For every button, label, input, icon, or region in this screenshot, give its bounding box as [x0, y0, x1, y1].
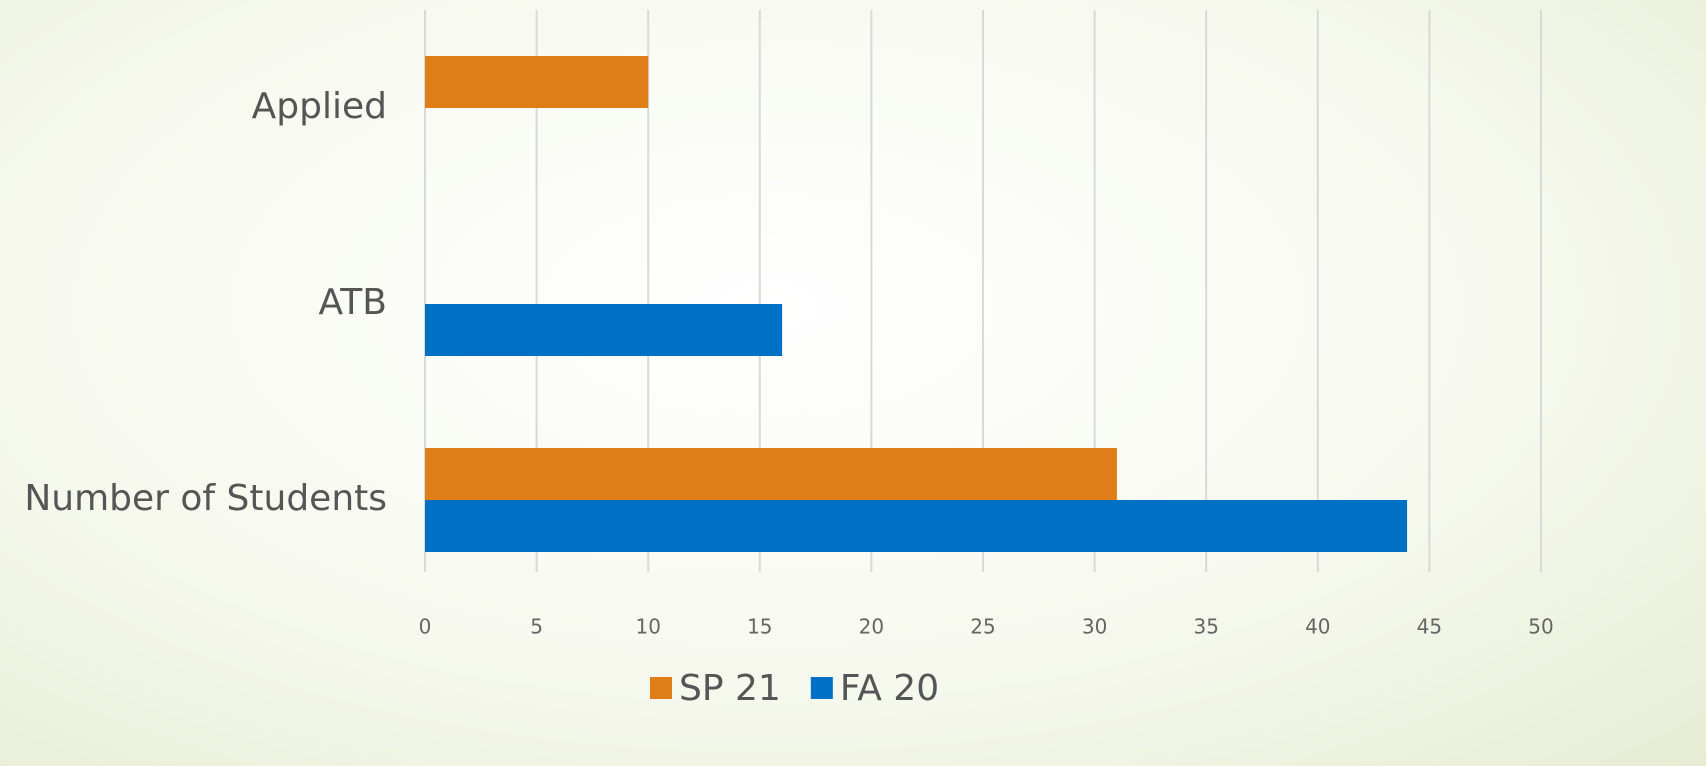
x-tick-label: 40: [1305, 615, 1330, 639]
legend-label: FA 20: [840, 668, 939, 709]
legend-label: SP 21: [679, 668, 781, 709]
bar: [425, 500, 1408, 552]
x-tick-label: 15: [747, 615, 772, 639]
x-tick-label: 25: [970, 615, 995, 639]
x-tick-label: 5: [530, 615, 543, 639]
bar: [425, 448, 1117, 500]
x-tick-label: 45: [1417, 615, 1442, 639]
category-label: ATB: [318, 282, 387, 323]
x-tick-label: 50: [1528, 615, 1553, 639]
x-tick-label: 35: [1193, 615, 1218, 639]
x-tick-label: 10: [635, 615, 660, 639]
category-label: Number of Students: [24, 478, 387, 519]
legend-swatch: [650, 677, 672, 699]
x-tick-label: 30: [1082, 615, 1107, 639]
bar: [425, 56, 649, 108]
x-tick-label: 20: [859, 615, 884, 639]
category-label: Applied: [252, 86, 387, 127]
bar: [425, 304, 783, 356]
legend-swatch: [810, 677, 833, 699]
x-tick-label: 0: [419, 615, 432, 639]
